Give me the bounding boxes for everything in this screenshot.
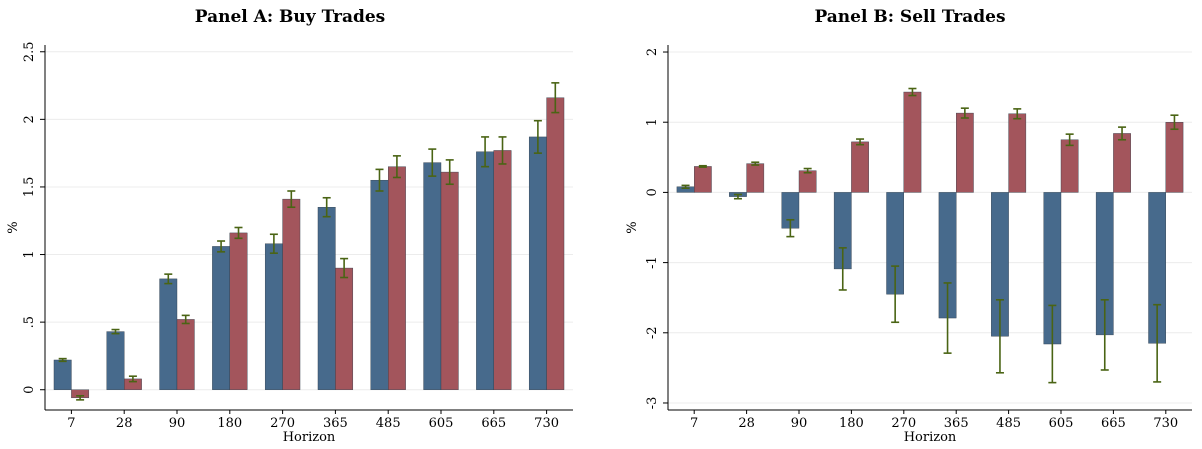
panel-a-xtick-label: 7 bbox=[67, 416, 75, 431]
panel-a-bar-series1-180 bbox=[212, 246, 231, 390]
panel-b-xtick-label: 180 bbox=[839, 416, 864, 431]
panel-a-bar-series1-605 bbox=[423, 162, 442, 390]
panel-b-xtick-label: 270 bbox=[891, 416, 916, 431]
panel-a-bar-series1-730 bbox=[528, 136, 547, 390]
panel-a-bar-series1-28 bbox=[106, 331, 125, 390]
panel-b-bar-series2-605 bbox=[1060, 139, 1079, 193]
panel-b-title: Panel B: Sell Trades bbox=[814, 7, 1005, 27]
panel-b-bar-series2-28 bbox=[746, 163, 765, 193]
panel-b-xtick-label: 605 bbox=[1049, 416, 1074, 431]
panel-a-xtick-label: 28 bbox=[116, 416, 133, 431]
panel-b-ytick-label: -2 bbox=[645, 326, 660, 339]
panel-a-y-axis-label: % bbox=[6, 221, 21, 233]
panel-b-xtick-label: 665 bbox=[1101, 416, 1126, 431]
panel-b-xtick-label: 7 bbox=[690, 416, 698, 431]
panel-a-bar-series2-665 bbox=[493, 150, 512, 390]
panel-b-bar-series2-485 bbox=[1008, 113, 1027, 193]
panel-a-bar-series1-7 bbox=[53, 359, 72, 390]
panel-a-ytick-label: 2 bbox=[22, 115, 37, 123]
panel-a-xtick-label: 365 bbox=[323, 416, 348, 431]
panel-b-xtick-label: 485 bbox=[996, 416, 1021, 431]
panel-a-bar-series2-485 bbox=[388, 166, 406, 390]
panel-b-bar-series2-90 bbox=[798, 170, 817, 193]
panel-a-bar-series2-90 bbox=[176, 319, 195, 390]
panel-a-ytick-label: 2.5 bbox=[22, 41, 37, 62]
panel-a-bar-series2-365 bbox=[335, 267, 354, 390]
panel-b-bar-series2-730 bbox=[1165, 122, 1184, 193]
panel-b-bar-series2-365 bbox=[956, 112, 974, 193]
panel-b-ytick-label: 0 bbox=[645, 188, 660, 196]
panel-a-title: Panel A: Buy Trades bbox=[195, 7, 385, 27]
panel-b-bar-series2-270 bbox=[903, 91, 922, 193]
panel-a-xtick-label: 665 bbox=[481, 416, 506, 431]
panel-b-xtick-label: 730 bbox=[1153, 416, 1178, 431]
panel-a-ytick-label: .5 bbox=[22, 316, 37, 328]
panel-b-xtick-label: 28 bbox=[738, 416, 755, 431]
panel-a-xtick-label: 485 bbox=[376, 416, 401, 431]
panel-a-xtick-label: 180 bbox=[217, 416, 242, 431]
panel-a-bar-series2-270 bbox=[282, 198, 301, 390]
panel-a-bar-series1-665 bbox=[476, 151, 495, 390]
panel-a-bar-series2-730 bbox=[546, 97, 565, 390]
panel-a-ytick-label: 1 bbox=[22, 250, 37, 258]
panel-a-bar-series1-90 bbox=[159, 278, 178, 390]
panel-a-bar-series2-180 bbox=[229, 232, 248, 390]
panel-b-ytick-label: -3 bbox=[645, 397, 660, 410]
panel-b-x-axis-label: Horizon bbox=[904, 430, 957, 445]
panel-b-ytick-label: -1 bbox=[645, 256, 660, 269]
panel-a-bar-series1-365 bbox=[317, 207, 336, 390]
panel-a-xtick-label: 90 bbox=[169, 416, 186, 431]
panel-b-ytick-label: 2 bbox=[645, 48, 660, 56]
panel-a-xtick-label: 270 bbox=[270, 416, 295, 431]
panel-a-ytick-label: 0 bbox=[22, 386, 37, 394]
panel-b-bar-series2-665 bbox=[1113, 133, 1131, 193]
panel-a-xtick-label: 730 bbox=[534, 416, 559, 431]
panel-b-ytick-label: 1 bbox=[645, 118, 660, 126]
panel-a-xtick-label: 605 bbox=[429, 416, 454, 431]
panel-a-bar-series1-270 bbox=[264, 243, 283, 390]
panel-a-bar-series1-485 bbox=[370, 179, 389, 390]
panel-b-bar-series2-180 bbox=[851, 141, 869, 193]
panel-a-ytick-label: 1.5 bbox=[22, 177, 37, 198]
panel-b-bar-series2-7 bbox=[694, 166, 712, 193]
panel-b-xtick-label: 90 bbox=[791, 416, 808, 431]
panel-b-xtick-label: 365 bbox=[944, 416, 969, 431]
panel-b-y-axis-label: % bbox=[625, 221, 640, 233]
panel-a-bar-series2-605 bbox=[440, 171, 459, 390]
panel-a-x-axis-label: Horizon bbox=[283, 430, 336, 445]
